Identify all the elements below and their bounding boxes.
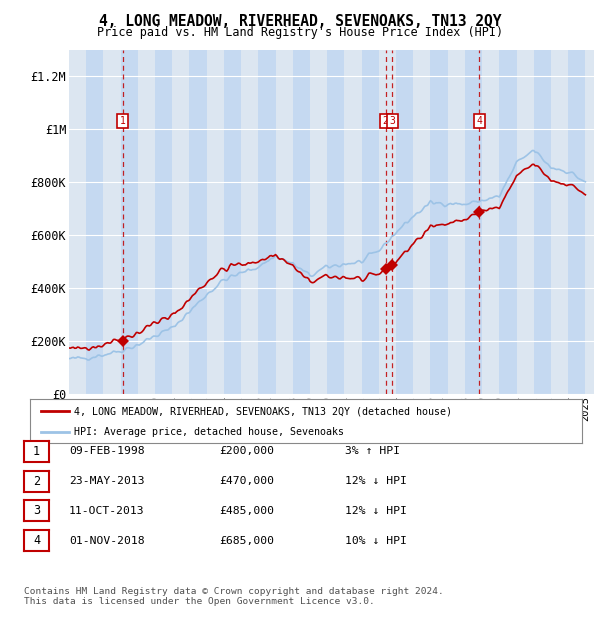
Text: 4, LONG MEADOW, RIVERHEAD, SEVENOAKS, TN13 2QY: 4, LONG MEADOW, RIVERHEAD, SEVENOAKS, TN… bbox=[99, 14, 501, 29]
Bar bbox=[465, 50, 482, 394]
Text: 10% ↓ HPI: 10% ↓ HPI bbox=[345, 536, 407, 546]
Text: 2: 2 bbox=[383, 116, 388, 126]
Bar bbox=[103, 50, 121, 394]
Text: 3: 3 bbox=[389, 116, 395, 126]
Text: 4: 4 bbox=[476, 116, 482, 126]
Bar bbox=[568, 50, 586, 394]
Bar bbox=[413, 50, 430, 394]
Bar bbox=[396, 50, 413, 394]
Bar bbox=[86, 50, 103, 394]
Bar bbox=[69, 50, 86, 394]
Bar bbox=[430, 50, 448, 394]
Text: 09-FEB-1998: 09-FEB-1998 bbox=[69, 446, 145, 456]
Text: Contains HM Land Registry data © Crown copyright and database right 2024.
This d: Contains HM Land Registry data © Crown c… bbox=[24, 587, 444, 606]
Text: Price paid vs. HM Land Registry's House Price Index (HPI): Price paid vs. HM Land Registry's House … bbox=[97, 26, 503, 39]
Text: £685,000: £685,000 bbox=[219, 536, 274, 546]
Bar bbox=[379, 50, 396, 394]
Text: 12% ↓ HPI: 12% ↓ HPI bbox=[345, 506, 407, 516]
Bar bbox=[534, 50, 551, 394]
Text: £200,000: £200,000 bbox=[219, 446, 274, 456]
Text: 11-OCT-2013: 11-OCT-2013 bbox=[69, 506, 145, 516]
Bar bbox=[155, 50, 172, 394]
Bar bbox=[482, 50, 499, 394]
Text: £485,000: £485,000 bbox=[219, 506, 274, 516]
Bar bbox=[190, 50, 207, 394]
Text: 01-NOV-2018: 01-NOV-2018 bbox=[69, 536, 145, 546]
Text: 1: 1 bbox=[120, 116, 125, 126]
Text: 3% ↑ HPI: 3% ↑ HPI bbox=[345, 446, 400, 456]
Bar bbox=[259, 50, 275, 394]
Text: 12% ↓ HPI: 12% ↓ HPI bbox=[345, 476, 407, 486]
Bar bbox=[293, 50, 310, 394]
Bar bbox=[499, 50, 517, 394]
Text: 3: 3 bbox=[33, 505, 40, 517]
Text: £470,000: £470,000 bbox=[219, 476, 274, 486]
Bar bbox=[551, 50, 568, 394]
Bar bbox=[172, 50, 190, 394]
Bar bbox=[310, 50, 327, 394]
Bar bbox=[362, 50, 379, 394]
Bar bbox=[121, 50, 138, 394]
Text: 2: 2 bbox=[33, 475, 40, 487]
Bar bbox=[344, 50, 362, 394]
Text: 23-MAY-2013: 23-MAY-2013 bbox=[69, 476, 145, 486]
Text: 4, LONG MEADOW, RIVERHEAD, SEVENOAKS, TN13 2QY (detached house): 4, LONG MEADOW, RIVERHEAD, SEVENOAKS, TN… bbox=[74, 406, 452, 416]
Bar bbox=[241, 50, 259, 394]
Bar bbox=[448, 50, 465, 394]
Bar bbox=[138, 50, 155, 394]
Text: 1: 1 bbox=[33, 445, 40, 458]
Bar bbox=[517, 50, 534, 394]
Text: 4: 4 bbox=[33, 534, 40, 547]
Bar bbox=[275, 50, 293, 394]
Bar bbox=[207, 50, 224, 394]
Bar bbox=[224, 50, 241, 394]
Text: HPI: Average price, detached house, Sevenoaks: HPI: Average price, detached house, Seve… bbox=[74, 427, 344, 437]
Bar bbox=[327, 50, 344, 394]
